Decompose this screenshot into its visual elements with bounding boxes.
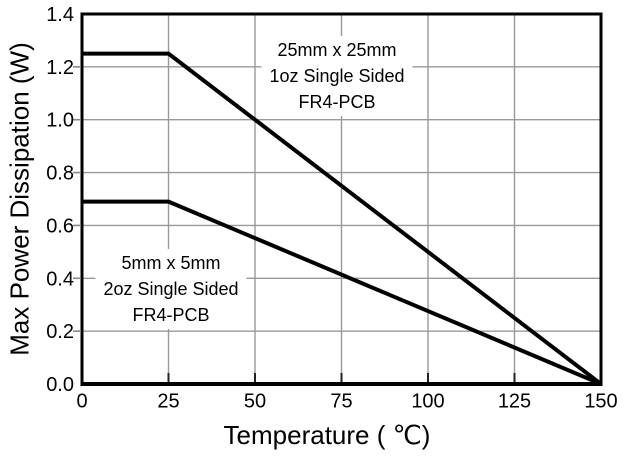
annotation-line: 5mm x 5mm: [121, 253, 221, 273]
annotation-line: FR4-PCB: [132, 305, 210, 325]
y-tick-label: 0.4: [46, 268, 74, 290]
annotation-line: FR4-PCB: [298, 92, 376, 112]
annotation-line: 1oz Single Sided: [269, 66, 405, 86]
x-axis-title: Temperature ( ℃): [223, 420, 431, 450]
y-tick-label: 1.4: [46, 4, 74, 26]
y-tick-label: 0.0: [46, 374, 74, 396]
y-tick-label: 0.2: [46, 321, 74, 343]
x-tick-label: 125: [498, 391, 531, 413]
x-tick-label: 50: [244, 391, 266, 413]
y-axis-title: Max Power Dissipation (W): [4, 42, 35, 356]
x-tick-label: 25: [157, 391, 179, 413]
annotation-25mm-pcb: 25mm x 25mm 1oz Single Sided FR4-PCB: [261, 36, 413, 116]
annotation-5mm-pcb: 5mm x 5mm 2oz Single Sided FR4-PCB: [95, 249, 247, 329]
series-line-0: [82, 51, 603, 386]
annotation-line: 25mm x 25mm: [277, 40, 397, 60]
y-tick-label: 0.6: [46, 215, 74, 237]
x-tick-label: 0: [76, 391, 87, 413]
y-tick-label: 0.8: [46, 163, 74, 185]
y-tick-label: 1.0: [46, 110, 74, 132]
x-tick-label: 75: [330, 391, 352, 413]
annotation-line: 2oz Single Sided: [103, 279, 239, 299]
x-tick-label: 100: [411, 391, 444, 413]
x-tick-label: 150: [584, 391, 617, 413]
y-tick-label: 1.2: [46, 57, 74, 79]
series-line-1: [82, 199, 602, 386]
